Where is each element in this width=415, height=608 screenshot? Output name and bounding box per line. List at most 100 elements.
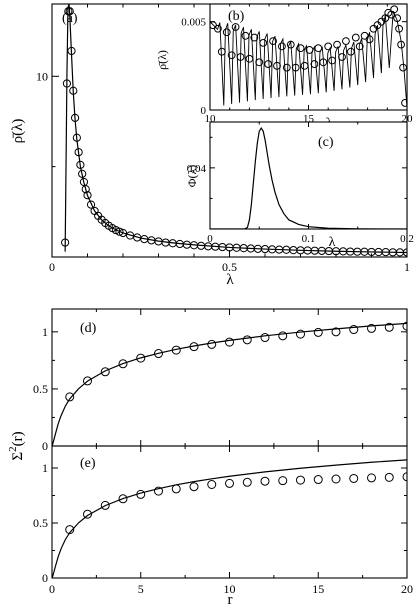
data-point	[118, 228, 128, 238]
data-point	[255, 58, 264, 67]
data-point	[217, 47, 226, 56]
y-axis-label: ρ̄(λ)	[10, 119, 26, 144]
data-point	[395, 24, 404, 33]
x-tick-label: 0.2	[400, 233, 414, 245]
data-point	[189, 342, 199, 352]
plot-frame	[51, 445, 408, 579]
data-point	[313, 327, 323, 337]
data-point	[245, 54, 254, 63]
data-point	[171, 345, 181, 355]
data-point	[118, 359, 128, 369]
data-point	[296, 44, 305, 53]
data-point	[242, 477, 252, 487]
data-point	[136, 353, 146, 363]
data-point	[225, 478, 234, 488]
data-point	[346, 47, 355, 56]
data-point	[260, 476, 270, 486]
data-point	[100, 367, 110, 377]
data-point	[314, 44, 323, 53]
panel-label: (b)	[228, 9, 245, 24]
x-tick-label: 0	[207, 233, 213, 245]
data-point	[278, 331, 288, 341]
x-tick-label: 0.5	[222, 260, 237, 274]
data-point	[231, 23, 240, 31]
theory-curve	[52, 459, 407, 578]
data-point	[236, 53, 245, 61]
x-tick-label: 10	[205, 113, 217, 125]
data-point	[260, 333, 270, 343]
x-tick-label: 20	[402, 113, 414, 125]
shared-y-axis-label: Σ2(r)	[7, 431, 26, 460]
data-point	[342, 37, 350, 45]
data-point	[81, 185, 90, 194]
data-point	[269, 37, 277, 45]
data-point	[100, 500, 110, 510]
y-tick-label: 1	[42, 461, 48, 475]
data-point	[349, 325, 359, 335]
panel-c: 0 0.1 0.2 0.04 (c) λ Φ(λ)	[185, 121, 414, 250]
panel-b-data	[210, 5, 407, 109]
data-point	[365, 35, 374, 44]
data-point	[225, 337, 234, 347]
data-point	[83, 376, 92, 386]
oscillating-density-curve	[210, 10, 407, 109]
data-point	[384, 472, 394, 482]
y-tick-label: 0	[42, 439, 48, 453]
data-point	[319, 58, 328, 67]
data-point	[227, 51, 236, 60]
data-point	[83, 509, 92, 519]
plot-frame	[51, 308, 408, 447]
y-tick-label: 1	[42, 325, 48, 339]
data-point	[291, 63, 300, 72]
theory-curve	[52, 322, 407, 446]
data-point	[349, 473, 359, 483]
data-point	[115, 227, 124, 236]
data-point	[78, 169, 87, 178]
y-axis-label: ρ̄(λ)	[155, 50, 169, 70]
x-axis-label: λ	[329, 235, 336, 250]
x-tick-label: 5	[138, 582, 144, 596]
data-point	[286, 40, 295, 49]
data-point	[136, 489, 146, 499]
data-point	[171, 484, 181, 494]
data-point	[282, 63, 291, 72]
phi-curve	[210, 127, 407, 229]
x-tick-label: 0	[49, 260, 55, 274]
data-point	[310, 60, 319, 68]
data-point	[62, 79, 72, 88]
data-point	[402, 248, 407, 257]
x-tick-label: 10	[224, 582, 236, 596]
data-point	[65, 392, 75, 402]
data-point	[70, 113, 80, 122]
data-point	[222, 28, 231, 37]
data-point	[351, 33, 360, 42]
panel-label: (e)	[80, 456, 96, 471]
data-point	[384, 322, 394, 332]
y-tick-label: 0	[42, 571, 48, 585]
data-point	[76, 160, 85, 169]
x-tick-label: 20	[401, 582, 413, 596]
data-point	[278, 42, 286, 51]
data-point	[393, 14, 402, 23]
data-point	[65, 7, 74, 16]
data-point	[264, 60, 273, 68]
y-tick-label: 0.005	[181, 17, 206, 29]
data-point	[250, 33, 259, 42]
data-point	[154, 486, 163, 496]
data-point	[305, 46, 314, 54]
data-point	[300, 61, 309, 70]
data-point	[242, 335, 252, 345]
data-point	[189, 482, 199, 492]
y-tick-label: 10	[36, 69, 48, 83]
data-point	[367, 323, 376, 333]
data-point	[402, 321, 407, 331]
data-point	[154, 349, 163, 359]
y-tick-label: 0.04	[187, 163, 207, 175]
data-point	[207, 339, 217, 349]
panel-e: 0 5 10 15 20 0 0.5 1 (e) r	[33, 445, 413, 608]
data-point	[118, 494, 128, 504]
data-point	[402, 472, 407, 482]
data-point	[367, 473, 376, 483]
